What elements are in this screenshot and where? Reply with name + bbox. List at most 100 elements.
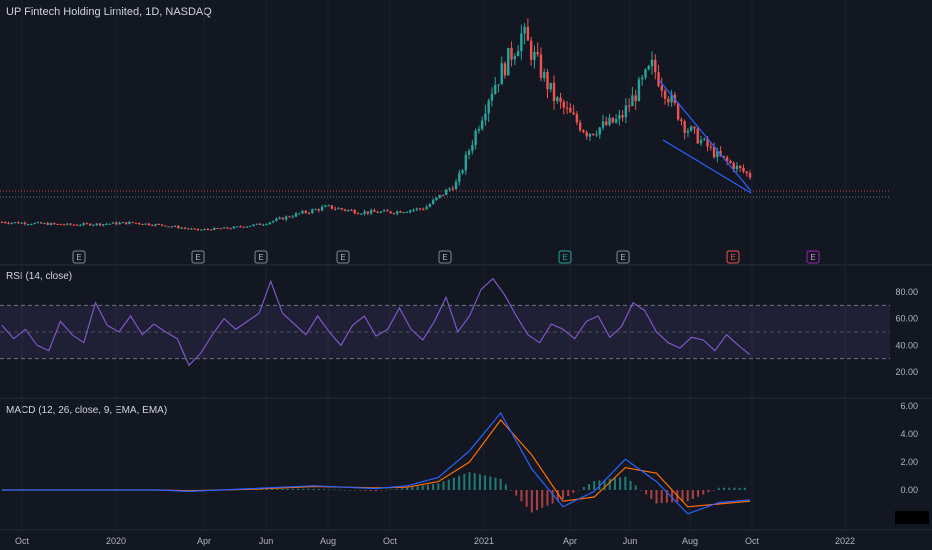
candle-body [105,223,108,225]
earnings-marker [558,250,572,264]
macd-histogram-bar [213,490,216,491]
candle-body [631,95,634,107]
candle-body [121,222,125,224]
macd-histogram-bar [510,490,513,491]
macd-histogram-bar [151,490,154,491]
earnings-marker-label: E [810,253,815,262]
candle-body [467,150,471,155]
candle-body [680,119,683,122]
candle-body [676,103,680,120]
macd-y-tick: 0.00 [900,485,918,495]
macd-histogram-bar [99,490,102,491]
macd-histogram-bar [478,474,481,490]
macd-histogram-bar [624,476,627,490]
candle-body [131,221,134,223]
candle-body [556,97,559,102]
macd-histogram-bar [442,481,445,490]
candle-body [226,227,229,229]
macd-histogram-bar [691,490,694,499]
macd-histogram-bar [582,487,585,490]
candle-body [294,213,298,217]
candle-body [627,105,631,107]
candle-body [167,226,170,228]
x-tick-label: Oct [383,536,398,546]
candle-body [392,213,396,215]
candle-body [249,225,252,227]
earnings-marker-label: E [730,253,735,262]
macd-histogram-bar [94,490,97,491]
candle-body [529,40,533,60]
macd-histogram-bar [452,477,455,490]
macd-histogram-bar [468,472,471,490]
candle-body [454,181,458,190]
macd-histogram-bar [447,479,450,490]
candle-body [435,197,438,201]
candle-body [222,227,226,229]
candle-body [709,146,713,148]
candle-body [510,47,513,60]
macd-histogram-bar [416,486,419,490]
rsi-y-tick: 40.00 [895,340,918,350]
candle-body [337,208,340,210]
candle-body [369,210,373,214]
candle-body [471,145,474,151]
candle-body [552,82,556,102]
macd-histogram-bar [141,490,144,491]
candle-body [605,121,608,125]
candle-body [144,223,147,225]
candle-body [418,208,422,210]
candle-body [690,126,693,131]
candle-body [128,221,131,225]
candle-body [62,224,66,226]
candle-body [683,121,686,133]
candle-body [265,224,268,226]
candle-body [124,222,128,225]
candle-body [170,226,174,228]
candle-body [102,224,105,226]
x-tick-label: Aug [320,536,336,546]
candle-body [373,210,376,212]
candle-body [667,98,670,103]
wedge-trendline-lower [662,139,752,194]
macd-histogram-bar [733,487,736,490]
candle-body [118,222,121,225]
candle-body [735,165,739,170]
candle-body [507,47,510,76]
candle-body [324,205,327,207]
candle-body [186,228,190,230]
macd-histogram-bar [328,489,331,490]
candle-body [281,217,285,220]
macd-histogram-bar [58,490,61,491]
macd-histogram-bar [634,485,637,490]
macd-histogram-bar [136,490,139,491]
candle-body [268,222,272,225]
macd-histogram-bar [1,490,3,491]
candle-body [219,228,223,230]
macd-histogram-bar [530,490,533,513]
macd-histogram-bar [115,490,118,491]
macd-histogram-bar [390,489,393,490]
candle-body [399,211,402,213]
candle-body [288,216,291,218]
candle-body [275,218,278,221]
candle-body [601,121,605,128]
candle-body [458,173,461,182]
candle-body [36,222,40,224]
macd-y-tick: -2.00 [897,513,918,523]
macd-histogram-bar [359,490,362,491]
candle-body [343,209,347,211]
macd-histogram-bar [723,487,726,490]
candle-body [330,205,334,209]
macd-histogram-bar [21,490,24,491]
candle-body [448,188,451,190]
macd-histogram-bar [193,490,196,491]
macd-histogram-bar [556,490,559,502]
macd-histogram-bar [52,490,55,491]
candle-body [141,224,144,226]
macd-histogram-bar [712,490,715,491]
candle-body [363,211,366,214]
candle-body [480,120,484,129]
macd-histogram-bar [84,490,87,491]
